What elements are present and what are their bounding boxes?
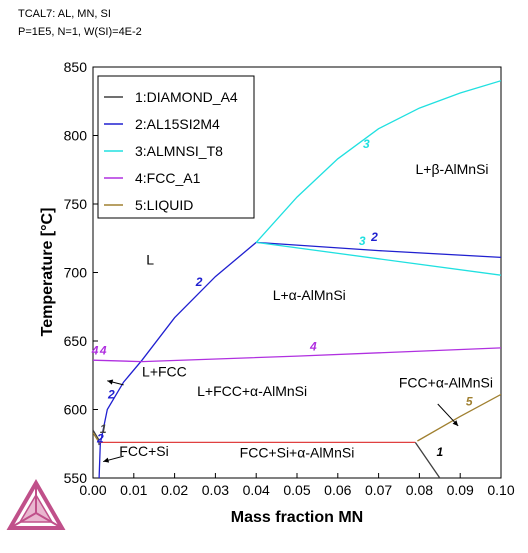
header-line-2: P=1E5, N=1, W(SI)=4E-2	[18, 26, 142, 38]
legend-label-2: 2:AL15SI2M4	[135, 116, 220, 132]
x-tick-label-1: 0.00	[79, 482, 106, 498]
x-tick-label-5: 0.04	[243, 482, 270, 498]
series-line-5-segment-1	[93, 432, 100, 443]
x-tick-label-10: 0.09	[447, 482, 474, 498]
region-label-7: FCC+Si	[119, 443, 168, 459]
curve-label-1: 1	[100, 422, 107, 436]
legend: 1:DIAMOND_A4 2:AL15SI2M4 3:ALMNSI_T8 4:FCC_…	[97, 75, 255, 219]
arrow-layer	[103, 379, 459, 463]
annotation-arrow-2	[103, 455, 124, 463]
series-layer	[93, 80, 501, 478]
legend-label-1: 1:DIAMOND_A4	[135, 89, 238, 105]
x-tick-label-9: 0.08	[406, 482, 433, 498]
y-tick-label-2: 600	[64, 402, 88, 418]
x-tick-label-4: 0.03	[202, 482, 229, 498]
series-line-2-segment-1	[98, 241, 257, 478]
curve-label-3: 2	[107, 388, 115, 402]
region-label-3: L+α-AlMnSi	[273, 287, 346, 303]
y-tick-label-1: 550	[64, 470, 88, 486]
series-line-4-segment-1	[93, 347, 501, 363]
y-tick-label-5: 750	[64, 196, 88, 212]
region-label-layer: L L+β-AlMnSi L+α-AlMnSi L+FCC L+FCC+α-AlMnSi…	[119, 161, 493, 461]
region-label-4: L+FCC	[142, 364, 187, 380]
legend-box	[97, 75, 255, 219]
legend-label-3: 3:ALMNSI_T8	[135, 143, 223, 159]
legend-label-5: 5:LIQUID	[135, 197, 193, 213]
curve-label-12: 1	[436, 445, 443, 459]
series-line-3-segment-2	[256, 241, 501, 276]
y-tick-label-4: 700	[64, 265, 88, 281]
curve-label-10: 4	[309, 340, 317, 354]
series-line-5-segment-2	[417, 393, 501, 442]
curve-label-4: 2	[195, 275, 203, 289]
curve-label-6: 3	[359, 234, 366, 248]
curve-label-8: 4	[91, 344, 99, 358]
y-axis-label: Temperature [°C]	[39, 208, 56, 337]
series-line-1-segment-2	[414, 442, 441, 478]
x-tick-label-11: 0.10	[487, 482, 514, 498]
curve-label-7: 3	[363, 137, 370, 151]
x-tick-label-6: 0.05	[283, 482, 310, 498]
legend-label-4: 4:FCC_A1	[135, 170, 201, 186]
tick-layer: 0.00 0.01 0.02 0.03 0.04 0.05 0.06 0.07 0.08 0.09…	[64, 59, 515, 498]
region-label-1: L	[146, 251, 154, 267]
curve-label-5: 2	[370, 230, 378, 244]
region-label-5: L+FCC+α-AlMnSi	[197, 383, 307, 399]
series-line-2-segment-2	[256, 241, 501, 259]
x-tick-label-7: 0.06	[324, 482, 351, 498]
region-label-2: L+β-AlMnSi	[416, 161, 489, 177]
series-line-1-segment-1	[93, 429, 100, 446]
x-tick-label-8: 0.07	[365, 482, 392, 498]
y-tick-label-6: 800	[64, 128, 88, 144]
x-tick-label-3: 0.02	[161, 482, 188, 498]
y-tick-label-3: 650	[64, 333, 88, 349]
y-tick-label-7: 850	[64, 59, 88, 75]
annotation-arrow-3	[437, 403, 459, 427]
annotation-arrow-1	[107, 379, 124, 386]
thermo-calc-logo-icon	[6, 479, 66, 530]
curve-label-11: 5	[466, 394, 473, 408]
x-axis-label: Mass fraction MN	[231, 509, 363, 526]
series-line-3-segment-1	[255, 80, 501, 243]
x-tick-label-2: 0.01	[120, 482, 147, 498]
curve-label-2: 2	[96, 431, 104, 445]
curve-label-9: 4	[99, 344, 107, 358]
region-label-6: FCC+α-AlMnSi	[399, 375, 493, 391]
header-line-1: TCAL7: AL, MN, SI	[18, 8, 111, 20]
region-label-8: FCC+Si+α-AlMnSi	[240, 444, 355, 460]
